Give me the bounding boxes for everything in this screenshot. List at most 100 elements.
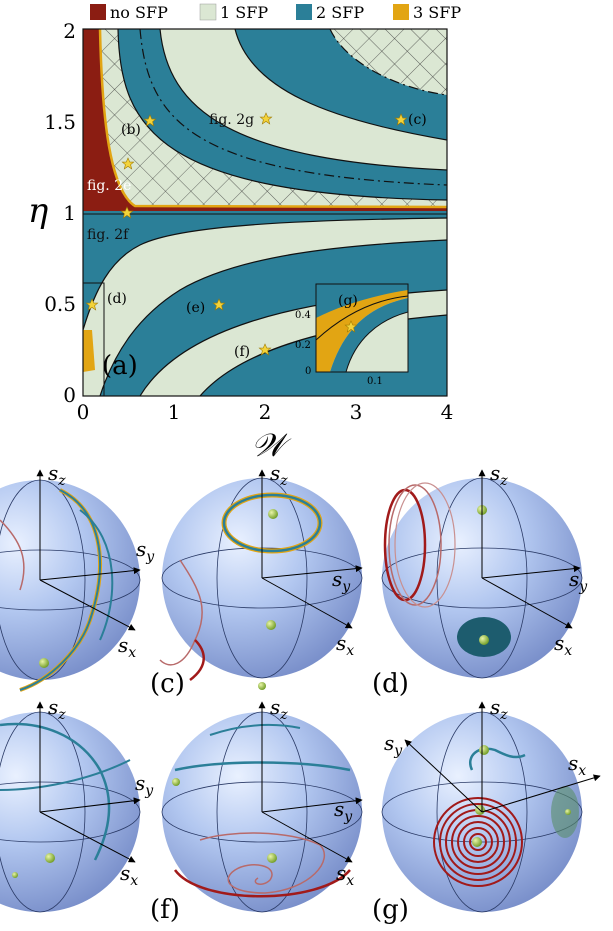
fixed-point-ball (268, 509, 278, 519)
inset-xtick: 0.1 (367, 376, 383, 387)
legend-swatch-3-sfp (393, 4, 409, 20)
legend-swatch-1-sfp (199, 3, 217, 21)
fixed-point-ball (266, 620, 276, 630)
axis-x-arrow (481, 774, 601, 813)
axis-y-arrow (39, 567, 141, 581)
region-label-fig2f: fig. 2f (87, 227, 130, 243)
panel-label-a: (a) (102, 351, 138, 381)
inset-region-2-sfp-lower (330, 298, 408, 372)
fixed-point-ball (45, 853, 55, 863)
panel-label-f: (f) (150, 895, 180, 925)
axis-label-x: sx (568, 751, 586, 779)
fixed-point-ball (472, 837, 482, 847)
axis-label-z: sz (270, 461, 288, 489)
axis-label-x: sx (336, 631, 354, 659)
axis-label-y: sy (136, 537, 155, 565)
boundary-line (117, 29, 447, 201)
axis-label-y: sy (569, 567, 588, 595)
ytick-0.5: 0.5 (44, 292, 76, 316)
sphere-c: sz sx sy (c) (150, 461, 363, 699)
legend-label-no-sfp: no SFP (110, 3, 168, 22)
marker-stars (85, 112, 408, 356)
axis-x-arrow (261, 577, 353, 629)
axis-label-z: sz (490, 461, 508, 489)
axis-label-x: sx (554, 631, 572, 659)
fixed-point-ball (12, 872, 18, 878)
star-marker-c (394, 113, 408, 126)
axis-label-y: sy (135, 771, 154, 799)
axis-ticks: 0 0.5 1 1.5 2 0 1 2 3 4 (44, 19, 453, 424)
fixed-point-ball (267, 853, 277, 863)
xtick-1: 1 (168, 400, 181, 424)
inset-frame (315, 283, 409, 373)
axis-x-arrow (261, 811, 353, 863)
inset-ytick: 0 (305, 366, 311, 377)
fixed-point-ball (565, 809, 571, 815)
zoom-box-d (83, 282, 105, 396)
fixed-point-ball (479, 635, 489, 645)
axis-label-z: sz (48, 461, 66, 489)
axis-label-x: sx (120, 861, 138, 889)
axis-label-z: sz (48, 695, 66, 723)
point-labels: (b) (c) (d) (e) (f) fig. 2g fig. 2e fig.… (87, 112, 427, 360)
bloch-sphere (0, 712, 140, 912)
axis-y-arrow (39, 797, 141, 813)
inset-ytick: 0.2 (295, 340, 311, 351)
point-label-b: (b) (121, 122, 141, 138)
star-marker-inset (344, 320, 358, 333)
trajectory-blue (469, 747, 526, 771)
axis-label-y: sy (332, 567, 351, 595)
boundary-line (99, 239, 447, 396)
trajectory-spiral (199, 832, 326, 894)
star-marker-fig2g (259, 112, 273, 125)
trajectory-blue (174, 761, 351, 772)
boundary-dashdot (329, 29, 447, 96)
star-marker-fig2e (121, 157, 135, 170)
axis-x-arrow (481, 577, 573, 629)
ylabel: η (28, 191, 49, 231)
trajectory-blue (209, 723, 301, 736)
trajectory-spiral (433, 797, 523, 887)
region-label-fig2e: fig. 2e (87, 178, 131, 194)
axis-y-arrow (404, 739, 483, 813)
boundary-3-sfp-upper (98, 29, 447, 209)
inset-ytick: 0.4 (295, 310, 311, 321)
axis-label-y: sy (384, 731, 403, 759)
trajectory-blue (79, 509, 114, 641)
trajectory-red (173, 869, 351, 898)
trajectory-blue (222, 493, 322, 553)
axis-label-x: sx (336, 861, 354, 889)
trajectory-red (159, 559, 203, 666)
legend-label-3-sfp: 3 SFP (413, 3, 461, 22)
trajectory-red (394, 482, 456, 608)
legend-label-1-sfp: 1 SFP (220, 3, 268, 22)
trajectory-blue (0, 722, 111, 861)
legend-swatch-no-sfp (90, 4, 106, 20)
inset-g: (g) 0.4 0.2 0 0.1 (295, 283, 409, 387)
plot-frame (82, 28, 448, 397)
trajectory-blue (0, 759, 131, 791)
hatch-top-right (330, 29, 447, 95)
star-marker-f (258, 343, 272, 356)
region-2-sfp-lower-left (83, 214, 447, 330)
point-label-e: (e) (186, 300, 205, 316)
axis-label-y: sy (334, 797, 353, 825)
panel-label-g: (g) (372, 895, 409, 925)
fixed-point-ball (172, 778, 180, 786)
trajectory-red (388, 484, 442, 606)
axis-y-arrow (261, 797, 363, 813)
ytick-1.5: 1.5 (44, 110, 76, 134)
legend-swatch-2-sfp (296, 4, 312, 20)
xtick-3: 3 (350, 400, 363, 424)
xlabel: 𝒲 (251, 426, 292, 464)
hatch-mid (83, 29, 447, 210)
legend-label-2-sfp: 2 SFP (316, 3, 364, 22)
point-label-d: (d) (107, 291, 127, 307)
fixed-point-ball (479, 745, 489, 755)
ytick-1: 1 (63, 201, 76, 225)
boundary-line (83, 217, 447, 331)
point-label-f: (f) (234, 344, 250, 360)
fixed-point-ball (258, 682, 266, 690)
